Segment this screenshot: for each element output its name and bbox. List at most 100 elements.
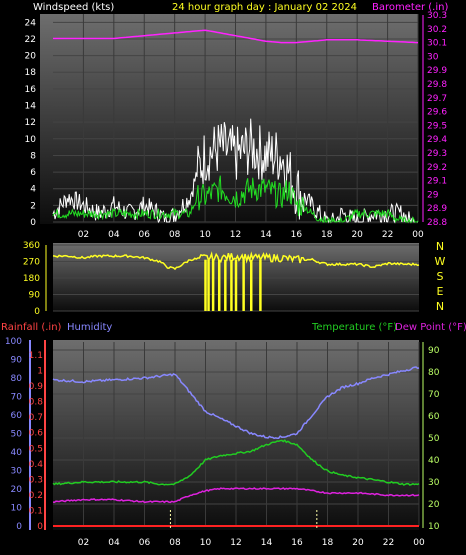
temperature-hour-label: 22 xyxy=(383,538,394,548)
direction-degree-label: 90 xyxy=(29,291,41,301)
temperature-grid xyxy=(53,342,420,527)
wind-tick-label: 0 xyxy=(30,218,36,228)
rainfall-tick-label: 0.7 xyxy=(29,413,43,423)
barometer-tick-label: 29.9 xyxy=(427,66,447,76)
wind-tick-label: 18 xyxy=(25,68,37,78)
temperature-hour-label: 18 xyxy=(322,538,334,548)
direction-series xyxy=(52,251,420,311)
barometer-tick-label: 30.2 xyxy=(427,25,447,35)
barometer-tick-label: 29.1 xyxy=(427,177,447,187)
rainfall-tick-label: 0.1 xyxy=(29,506,43,516)
wind-hour-label: 06 xyxy=(139,230,151,240)
wind-tick-label: 22 xyxy=(25,35,36,45)
barometer-tick-label: 29.5 xyxy=(427,121,447,131)
temperature-hour-label: 02 xyxy=(78,538,89,548)
temperature-hour-ticks: 02 04 06 08 10 12 14 16 18 20 22 00 xyxy=(78,538,425,548)
temperature-hour-label: 06 xyxy=(139,538,151,548)
temperature-tick-label: 40 xyxy=(428,456,440,466)
wind-hour-label: 08 xyxy=(169,230,181,240)
wind-direction-line xyxy=(52,251,420,271)
wind-hour-label: 18 xyxy=(321,230,333,240)
humidity-tick-label: 60 xyxy=(11,411,23,421)
temperature-tick-label: 90 xyxy=(428,346,440,356)
wind-tick-label: 16 xyxy=(25,85,37,95)
wind-hour-label: 14 xyxy=(260,230,272,240)
temperature-tick-label: 70 xyxy=(428,390,440,400)
wind-hour-label: 20 xyxy=(351,230,363,240)
temperature-tick-label: 80 xyxy=(428,368,440,378)
temperature-line xyxy=(52,439,420,486)
humidity-axis-title: Humidity xyxy=(67,322,112,333)
wind-tick-label: 24 xyxy=(25,18,37,28)
humidity-tick-label: 10 xyxy=(11,504,23,514)
dewpoint-line xyxy=(52,487,420,504)
rainfall-tick-label: 0.9 xyxy=(29,382,44,392)
barometer-tick-label: 29 xyxy=(427,190,439,200)
temperature-axis-title: Temperature (°F) xyxy=(311,322,397,333)
compass-label: E xyxy=(437,285,444,298)
wind-hour-label: 02 xyxy=(78,230,89,240)
temperature-tick-label: 10 xyxy=(428,522,440,532)
humidity-tick-label: 50 xyxy=(11,430,23,440)
humidity-tick-label: 40 xyxy=(11,448,23,458)
dewpoint-axis-title: Dew Point (°F) xyxy=(395,322,466,333)
temperature-hour-label: 16 xyxy=(291,538,303,548)
humidity-tick-label: 90 xyxy=(11,356,23,366)
temperature-tick-label: 20 xyxy=(428,500,440,510)
wind-grid xyxy=(53,14,419,223)
wind-hour-label: 12 xyxy=(230,230,241,240)
temperature-series xyxy=(52,366,420,528)
wind-tick-label: 10 xyxy=(25,135,37,145)
barometer-tick-label: 29.7 xyxy=(427,94,447,104)
compass-label: N xyxy=(436,240,444,253)
barometer-tick-label: 29.2 xyxy=(427,163,447,173)
barometer-tick-label: 28.9 xyxy=(427,204,447,214)
barometer-line xyxy=(53,29,419,44)
barometer-ticks: 28.8 28.9 29 29.1 29.2 29.3 29.4 29.5 29.6 29.7 29… xyxy=(422,11,447,228)
barometer-tick-label: 29.6 xyxy=(427,108,447,118)
temperature-hour-label: 00 xyxy=(413,538,425,548)
humidity-tick-label: 20 xyxy=(11,485,23,495)
rainfall-tick-label: 1.1 xyxy=(29,351,43,361)
temperature-hour-label: 14 xyxy=(261,538,273,548)
rainfall-tick-label: 0.6 xyxy=(29,429,44,439)
compass-label: N xyxy=(436,300,444,313)
wind-tick-label: 20 xyxy=(25,52,37,62)
barometer-tick-label: 28.8 xyxy=(427,218,447,228)
temperature-tick-label: 60 xyxy=(428,412,440,422)
temperature-hour-label: 10 xyxy=(200,538,212,548)
humidity-tick-label: 100 xyxy=(5,337,22,347)
humidity-ticks: 0 10 20 30 40 50 60 70 80 90 100 xyxy=(5,337,22,532)
rainfall-tick-label: 0.3 xyxy=(29,475,43,485)
wind-series xyxy=(52,29,419,224)
wind-tick-label: 8 xyxy=(30,151,36,161)
direction-degree-label: 180 xyxy=(23,274,40,284)
wind-hour-label: 00 xyxy=(412,230,424,240)
humidity-tick-label: 70 xyxy=(11,393,23,403)
temperature-hour-label: 04 xyxy=(108,538,120,548)
direction-degree-ticks: 0 90 180 270 360 xyxy=(23,241,47,317)
rainfall-tick-label: 0.2 xyxy=(29,491,43,501)
barometer-tick-label: 29.3 xyxy=(427,149,447,159)
barometer-axis-title: Barometer (.in) xyxy=(372,2,448,13)
wind-tick-label: 2 xyxy=(30,201,36,211)
humidity-tick-label: 30 xyxy=(11,467,23,477)
wind-tick-label: 6 xyxy=(30,168,36,178)
graph-title: 24 hour graph day : January 02 2024 xyxy=(172,2,357,13)
wind-tick-label: 12 xyxy=(25,118,36,128)
compass-label: S xyxy=(437,270,444,283)
barometer-tick-label: 29.8 xyxy=(427,80,447,90)
temperature-hour-label: 20 xyxy=(352,538,364,548)
wind-hour-label: 16 xyxy=(291,230,303,240)
wind-plot-area xyxy=(40,14,418,224)
wind-hour-ticks: 02 04 06 08 10 12 14 16 18 20 22 00 xyxy=(78,230,424,240)
barometer-tick-label: 30.3 xyxy=(427,11,447,21)
compass-label: W xyxy=(435,255,446,268)
direction-degree-label: 0 xyxy=(34,307,40,317)
rainfall-tick-label: 0.5 xyxy=(29,444,43,454)
direction-degree-label: 360 xyxy=(23,241,40,251)
wind-gust-line xyxy=(52,175,419,224)
